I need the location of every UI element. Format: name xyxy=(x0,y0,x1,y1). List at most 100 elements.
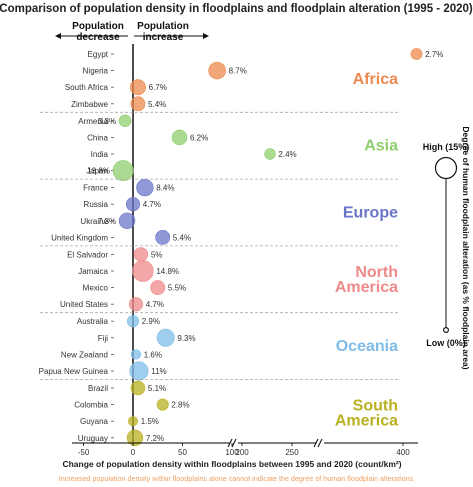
bubble-united-kingdom xyxy=(155,229,171,245)
x-tick-label-50: 50 xyxy=(178,448,187,457)
country-label-australia: Australia xyxy=(77,317,109,326)
axis-break-2-a xyxy=(313,438,319,448)
bubble-papua-new-guinea xyxy=(129,361,149,381)
size-legend-high-label: High (15%) xyxy=(423,142,470,152)
bubble-france xyxy=(136,178,154,197)
axis-break-1-b xyxy=(231,438,237,448)
bubble-el-salvador xyxy=(133,247,149,262)
value-label-ukraine: 7.3% xyxy=(98,217,116,226)
direction-header: Population decrease Population increase xyxy=(55,21,209,43)
bubble-zimbabwe xyxy=(130,96,146,112)
country-label-egypt: Egypt xyxy=(88,50,109,59)
size-legend-low-label: Low (0%) xyxy=(426,338,466,348)
bubble-india xyxy=(264,148,276,160)
value-label-colombia: 2.8% xyxy=(171,401,189,410)
country-label-new-zealand: New Zealand xyxy=(61,350,108,359)
value-label-egypt: 2.7% xyxy=(425,50,443,59)
region-label-oceania: Oceania xyxy=(336,338,398,355)
value-label-united-kingdom: 5.4% xyxy=(173,233,191,242)
region-label-europe: Europe xyxy=(343,205,398,222)
country-label-brazil: Brazil xyxy=(88,384,108,393)
country-label-colombia: Colombia xyxy=(74,401,108,410)
bubble-brazil xyxy=(130,380,146,396)
increase-label-line2: increase xyxy=(143,32,184,43)
region-label-south-america-line1: South xyxy=(353,397,398,414)
axis-break-1-a xyxy=(227,438,233,448)
chart-title: Comparison of population density in floo… xyxy=(0,3,473,15)
decrease-label-line1: Population xyxy=(72,21,124,32)
bubble-nigeria xyxy=(208,61,226,80)
value-label-australia: 2.9% xyxy=(142,317,160,326)
value-label-france: 8.4% xyxy=(156,184,174,193)
footnote: Increased population density within floo… xyxy=(59,474,414,483)
value-label-india: 2.4% xyxy=(278,150,296,159)
x-tick-label-neg50: -50 xyxy=(78,448,90,457)
bubble-china xyxy=(171,129,188,146)
country-label-ukraine: Ukraine xyxy=(80,217,108,226)
plot-area: Egypt 2.7% Nigeria 8.7% South Africa 6.7% Zimb… xyxy=(39,44,443,446)
value-label-fiji: 9.3% xyxy=(177,334,195,343)
value-label-papua-new-guinea: 11% xyxy=(151,367,166,376)
country-label-russia: Russia xyxy=(84,200,109,209)
country-label-el-salvador: El Salvador xyxy=(67,250,108,259)
x-tick-label-0: 0 xyxy=(131,448,136,457)
bubble-united-states xyxy=(128,297,144,312)
bubble-jamaica xyxy=(132,260,154,282)
value-label-el-salvador: 5% xyxy=(151,250,163,259)
value-label-russia: 4.7% xyxy=(143,200,161,209)
region-label-africa: Africa xyxy=(353,71,398,88)
bubble-colombia xyxy=(156,398,169,411)
bubble-uruguay xyxy=(126,429,144,446)
x-tick-label-400: 400 xyxy=(396,448,410,457)
size-legend-title: Degree of human floodplain alteration (a… xyxy=(461,126,471,369)
increase-arrow-head xyxy=(203,33,209,39)
bubble-south-africa xyxy=(129,79,146,96)
country-label-armenia: Armenia xyxy=(78,117,108,126)
size-legend-low-circle xyxy=(443,327,450,334)
bubble-egypt xyxy=(410,48,423,60)
size-legend: High (15%) Low (0%) Degree of human floo… xyxy=(423,126,471,369)
value-label-uruguay: 7.2% xyxy=(146,434,164,443)
country-label-japan: Japan xyxy=(86,167,108,176)
x-tick-label-100: 100 xyxy=(225,448,239,457)
country-label-france: France xyxy=(83,184,108,193)
value-label-nigeria: 8.7% xyxy=(229,67,247,76)
x-axis-label: Change of population density within floo… xyxy=(62,459,401,469)
value-label-guyana: 1.5% xyxy=(141,417,159,426)
increase-label-line1: Population xyxy=(137,21,189,32)
country-label-papua-new-guinea: Papua New Guinea xyxy=(39,367,109,376)
country-label-guyana: Guyana xyxy=(80,417,109,426)
value-label-armenia: 3.3% xyxy=(98,117,116,126)
value-label-jamaica: 14.8% xyxy=(156,267,179,276)
x-tick-label-200: 200 xyxy=(235,448,249,457)
country-label-fiji: Fiji xyxy=(98,334,108,343)
bubble-japan xyxy=(112,160,134,182)
country-label-nigeria: Nigeria xyxy=(83,67,109,76)
country-label-zimbabwe: Zimbabwe xyxy=(71,100,108,109)
value-label-new-zealand: 1.6% xyxy=(144,350,162,359)
value-label-china: 6.2% xyxy=(190,133,208,142)
country-label-uruguay: Uruguay xyxy=(78,434,108,443)
value-label-brazil: 5.1% xyxy=(148,384,166,393)
value-label-mexico: 5.5% xyxy=(168,284,186,293)
country-label-united-kingdom: United Kingdom xyxy=(51,233,108,242)
region-label-south-america-line2: America xyxy=(335,412,398,429)
country-label-jamaica: Jamaica xyxy=(78,267,108,276)
size-legend-high-circle xyxy=(434,156,458,180)
bubble-armenia xyxy=(118,114,132,128)
country-label-south-africa: South Africa xyxy=(65,83,109,92)
bubble-russia xyxy=(125,197,141,212)
axis-break-2-b xyxy=(317,438,323,448)
value-label-japan: 13.8% xyxy=(87,167,110,176)
value-label-zimbabwe: 5.4% xyxy=(148,100,166,109)
bubble-fiji xyxy=(156,328,175,347)
region-label-asia: Asia xyxy=(364,138,398,155)
value-label-united-states: 4.7% xyxy=(146,300,164,309)
decrease-label-line2: decrease xyxy=(76,32,120,43)
country-label-mexico: Mexico xyxy=(83,284,109,293)
region-label-north-america-line1: North xyxy=(355,264,398,281)
country-label-china: China xyxy=(87,133,108,142)
bubble-new-zealand xyxy=(130,349,142,360)
decrease-arrow-head xyxy=(55,33,61,39)
